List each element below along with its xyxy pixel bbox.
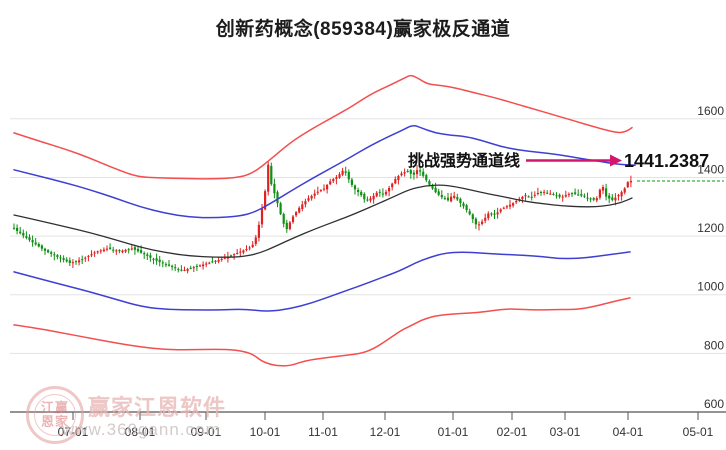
- x-axis-tick-label: 01-01: [438, 425, 469, 439]
- chart-plot-area[interactable]: 07-01 08-01 09-01 10-01 11-01 12-01 01-01 02-01…: [10, 74, 726, 439]
- annotation-label: 挑战强势通道线: [408, 151, 520, 170]
- life-line-black-middle-line: [13, 184, 633, 258]
- x-axis-tick-label: 11-01: [308, 425, 338, 439]
- outer-upper-red-line: [13, 74, 633, 180]
- y-axis-tick-label: 1000: [697, 280, 724, 294]
- x-axis-tick-label: 02-01: [497, 425, 528, 439]
- x-axis-tick-label: 09-01: [191, 425, 222, 439]
- x-axis-tick-label: 04-01: [613, 425, 644, 439]
- x-axis-tick-label: 10-01: [250, 425, 281, 439]
- x-axis-tick-label: 12-01: [370, 425, 401, 439]
- y-axis-tick-label: 1600: [697, 104, 724, 118]
- outer-lower-red-line: [13, 297, 631, 367]
- y-axis-tick-label: 1200: [697, 221, 724, 235]
- x-axis-tick-label: 07-01: [58, 425, 89, 439]
- x-axis-tick-label: 03-01: [550, 425, 581, 439]
- annotation-arrow-icon: [526, 154, 622, 167]
- annotation-layer: 挑战强势通道线 1441.2387: [408, 151, 709, 171]
- y-axis-tick-label: 800: [704, 338, 724, 352]
- x-axis-tick-label: 08-01: [125, 425, 156, 439]
- candlesticks: [12, 161, 632, 274]
- x-axis-tick-label: 05-01: [683, 425, 714, 439]
- y-axis-tick-label: 600: [704, 397, 724, 411]
- weak-channel-blue-lower-line: [13, 251, 631, 312]
- page-title: 创新药概念(859384)赢家极反通道: [215, 19, 511, 40]
- annotation-value: 1441.2387: [624, 151, 709, 171]
- y-axis-tick-label: 1400: [697, 162, 724, 176]
- strong-channel-blue-upper-line: [13, 124, 636, 219]
